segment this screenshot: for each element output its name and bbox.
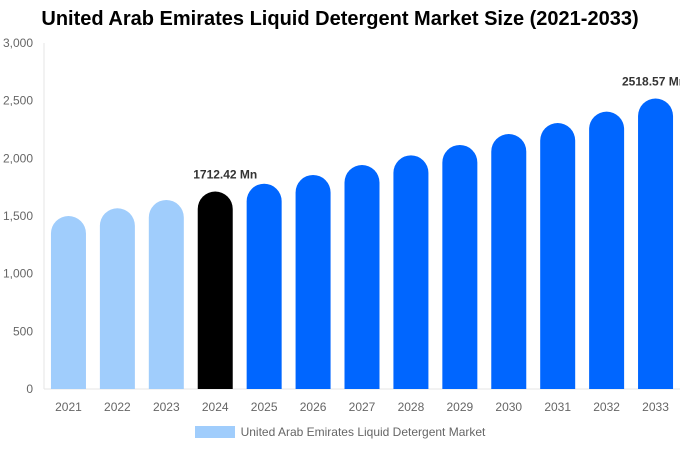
- x-tick-label: 2030: [495, 400, 522, 414]
- y-tick-label: 0: [26, 382, 33, 396]
- bar-2033: [638, 98, 674, 389]
- x-tick-label: 2031: [544, 400, 571, 414]
- x-tick-label: 2023: [153, 400, 180, 414]
- y-tick-label: 1,500: [3, 209, 33, 223]
- x-tick-label: 2029: [446, 400, 473, 414]
- bar-2032: [589, 111, 625, 389]
- bar-2031: [540, 123, 576, 390]
- bar-2029: [442, 144, 478, 389]
- bar-chart: 0 500 1,000 1,500 2,000 2,500 3,000 2021 2022 202…: [3, 36, 680, 414]
- y-tick-label: 2,500: [3, 94, 33, 108]
- bar-2024: [197, 191, 233, 389]
- data-label: 1712.42 Mn: [193, 168, 257, 182]
- legend-swatch: [194, 426, 235, 438]
- x-tick-label: 2033: [642, 400, 669, 414]
- x-tick-label: 2022: [104, 400, 131, 414]
- x-tick-label: 2025: [251, 400, 278, 414]
- data-label: 2518.57 Mn: [622, 75, 680, 89]
- x-tick-label: 2021: [55, 400, 82, 414]
- bar-2027: [344, 165, 380, 389]
- bar-2021: [50, 216, 86, 389]
- x-tick-label: 2027: [349, 400, 376, 414]
- bar-2025: [246, 183, 282, 389]
- bar-2026: [295, 174, 331, 389]
- legend-label: United Arab Emirates Liquid Detergent Ma…: [240, 425, 486, 439]
- x-tick-label: 2028: [398, 400, 425, 414]
- x-tick-label: 2026: [300, 400, 327, 414]
- legend: United Arab Emirates Liquid Detergent Ma…: [0, 425, 680, 439]
- x-tick-label: 2024: [202, 400, 229, 414]
- bar-2030: [491, 133, 527, 389]
- bar-2023: [148, 199, 184, 389]
- bar-2028: [393, 155, 429, 389]
- bar-2022: [99, 208, 135, 389]
- y-tick-label: 3,000: [3, 36, 33, 50]
- y-tick-label: 2,000: [3, 151, 33, 165]
- y-tick-label: 1,000: [3, 267, 33, 281]
- chart-title: United Arab Emirates Liquid Detergent Ma…: [41, 8, 639, 30]
- x-tick-label: 2032: [593, 400, 620, 414]
- y-tick-label: 500: [13, 324, 33, 338]
